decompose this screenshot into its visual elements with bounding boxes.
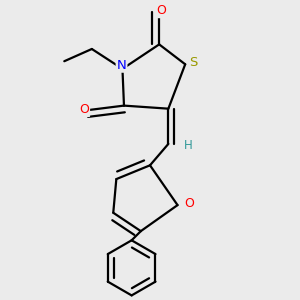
Text: O: O <box>184 197 194 210</box>
Text: H: H <box>184 139 193 152</box>
Text: S: S <box>190 56 198 69</box>
Text: O: O <box>79 103 89 116</box>
Text: N: N <box>117 59 126 72</box>
Text: O: O <box>156 4 166 17</box>
